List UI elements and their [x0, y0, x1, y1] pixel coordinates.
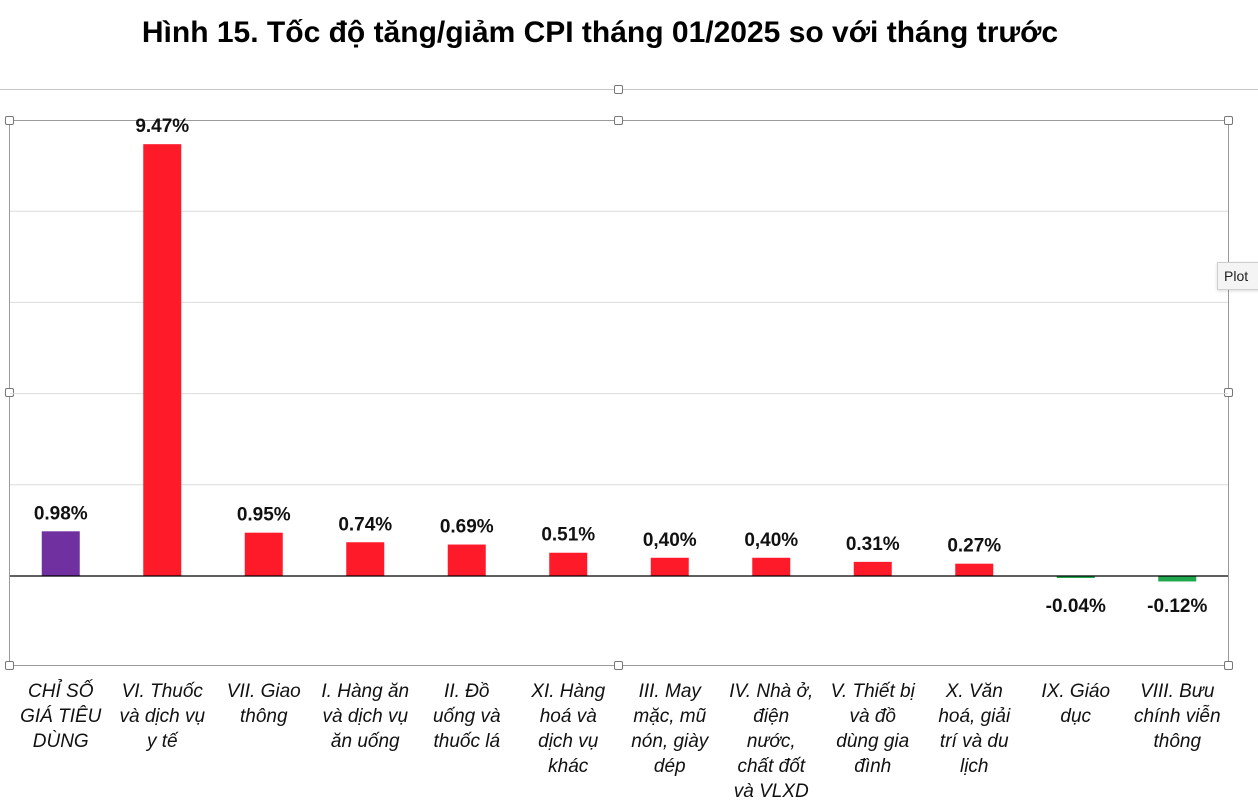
resize-handle-outer-top-middle[interactable]: [614, 85, 623, 94]
bar-1[interactable]: [143, 144, 182, 576]
data-label-8: 0.31%: [846, 534, 900, 555]
category-label-6: III. May mặc, mũ nón, giày dép: [618, 679, 722, 779]
category-label-8: V. Thiết bị và đồ dùng gia đình: [821, 679, 925, 779]
category-label-1: VI. Thuốc và dịch vụ y tế: [110, 679, 214, 754]
chart-area-frame[interactable]: [0, 89, 1258, 809]
bar-11[interactable]: [1158, 576, 1197, 582]
data-label-6: 0,40%: [643, 530, 697, 551]
category-label-line: chất đốt: [737, 756, 806, 777]
bar-4[interactable]: [447, 544, 486, 576]
bar-3[interactable]: [346, 542, 385, 576]
resize-handle-middle-right[interactable]: [1224, 388, 1233, 397]
category-label-line: chính viễn: [1133, 706, 1221, 727]
data-label-11: -0.12%: [1147, 596, 1207, 617]
category-label-7: IV. Nhà ở, điện nước, chất đốt và VLXD: [719, 679, 823, 804]
data-label-9: 0.27%: [947, 536, 1001, 557]
category-label-line: dục: [1060, 706, 1092, 727]
category-label-line: VIII. Bưu: [1140, 681, 1215, 702]
category-label-line: mặc, mũ: [633, 706, 707, 727]
category-label-line: thông: [1153, 731, 1202, 752]
bar-9[interactable]: [955, 563, 994, 576]
category-label-line: dịch vụ: [538, 731, 599, 752]
category-label-line: VI. Thuốc: [121, 681, 203, 702]
category-label-line: II. Đồ: [444, 681, 490, 702]
category-label-line: dùng gia: [836, 731, 910, 752]
category-label-2: VII. Giao thông: [212, 679, 316, 729]
category-label-line: III. May: [638, 681, 701, 702]
category-label-line: XI. Hàng: [531, 681, 606, 702]
category-label-line: dép: [653, 756, 686, 777]
category-label-9: X. Văn hoá, giải trí và du lịch: [922, 679, 1026, 779]
gridlines: [10, 210, 1228, 486]
resize-handle-top-left[interactable]: [5, 116, 14, 125]
bar-2[interactable]: [244, 532, 283, 576]
category-label-line: đình: [854, 756, 892, 777]
category-label-line: thuốc lá: [433, 731, 501, 752]
category-label-line: và VLXD: [733, 781, 809, 802]
category-label-line: và đồ: [849, 706, 896, 727]
category-label-line: VII. Giao: [226, 681, 301, 702]
category-label-3: I. Hàng ăn và dịch vụ ăn uống: [313, 679, 417, 754]
category-label-line: khác: [548, 756, 589, 777]
category-label-line: GIÁ TIÊU: [20, 706, 102, 727]
resize-handle-middle-left[interactable]: [5, 388, 14, 397]
category-label-line: hoá và: [539, 706, 597, 727]
bar-5[interactable]: [549, 552, 588, 576]
category-label-4: II. Đồ uống và thuốc lá: [415, 679, 519, 754]
category-label-line: X. Văn: [945, 681, 1003, 702]
data-label-4: 0.69%: [440, 517, 494, 538]
category-label-line: DÙNG: [32, 731, 89, 752]
category-label-line: và dịch vụ: [119, 706, 206, 727]
category-label-0: CHỈ SỐ GIÁ TIÊU DÙNG: [9, 679, 113, 754]
bars: [41, 144, 1197, 582]
category-label-line: thông: [239, 706, 288, 727]
data-label-1: 9.47%: [135, 116, 189, 137]
category-label-line: IX. Giáo: [1041, 681, 1111, 702]
resize-handle-bottom-left[interactable]: [5, 661, 14, 670]
data-label-10: -0.04%: [1046, 596, 1106, 617]
category-label-line: IV. Nhà ở,: [729, 681, 814, 702]
category-label-line: V. Thiết bị: [830, 681, 915, 702]
category-label-line: điện: [753, 706, 790, 727]
data-label-3: 0.74%: [338, 514, 392, 535]
data-label-5: 0.51%: [541, 525, 595, 546]
resize-handle-bottom-right[interactable]: [1224, 661, 1233, 670]
bar-0[interactable]: [41, 531, 80, 576]
category-label-line: nước,: [746, 731, 796, 752]
category-label-line: lịch: [959, 756, 989, 777]
category-label-line: hoá, giải: [938, 706, 1011, 727]
data-labels: 0.98% 9.47% 0.95% 0.74% 0.69% 0.51% 0,40% 0,40%…: [34, 116, 1208, 617]
category-label-line: nón, giày: [631, 731, 709, 752]
data-label-7: 0,40%: [744, 530, 798, 551]
category-label-line: uống và: [432, 706, 501, 727]
category-label-line: và dịch vụ: [322, 706, 409, 727]
chart-title: Hình 15. Tốc độ tăng/giảm CPI tháng 01/2…: [141, 16, 1059, 49]
resize-handle-top-right[interactable]: [1224, 116, 1233, 125]
data-label-0: 0.98%: [34, 503, 88, 524]
bar-10[interactable]: [1056, 576, 1095, 578]
data-label-2: 0.95%: [237, 505, 291, 526]
category-label-line: CHỈ SỐ: [28, 681, 94, 702]
resize-handle-top-middle[interactable]: [614, 116, 623, 125]
plot-tooltip: Plot: [1217, 262, 1258, 290]
category-label-line: y tế: [146, 731, 178, 752]
category-label-line: ăn uống: [330, 731, 400, 752]
category-label-10: IX. Giáo dục: [1024, 679, 1128, 729]
category-label-line: trí và du: [939, 731, 1009, 752]
category-label-5: XI. Hàng hoá và dịch vụ khác: [516, 679, 620, 779]
category-label-11: VIII. Bưu chính viễn thông: [1125, 679, 1229, 754]
bar-8[interactable]: [853, 561, 892, 576]
resize-handle-bottom-middle[interactable]: [614, 661, 623, 670]
bar-7[interactable]: [752, 557, 791, 576]
category-label-line: I. Hàng ăn: [321, 681, 410, 702]
bar-6[interactable]: [650, 557, 689, 576]
